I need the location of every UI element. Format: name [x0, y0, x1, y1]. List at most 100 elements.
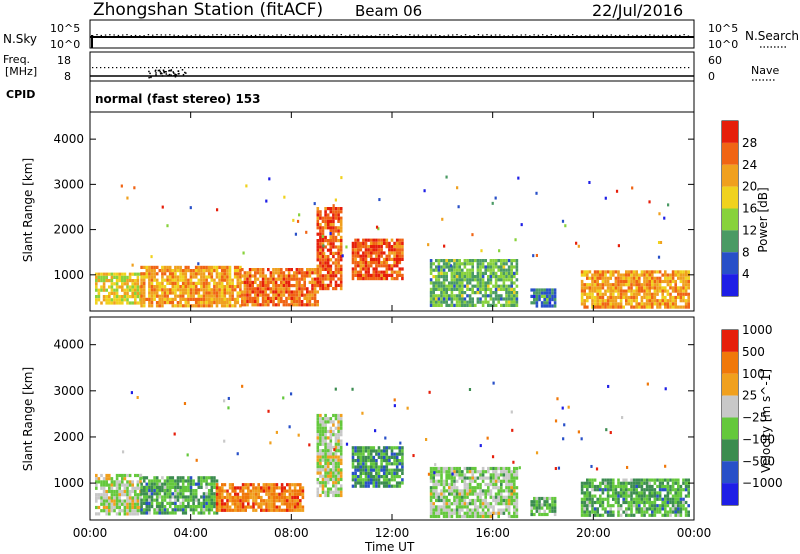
velocity-cell: [128, 509, 132, 513]
velocity-cell: [213, 476, 216, 480]
power-cell: [687, 292, 690, 296]
velocity-cell: [174, 489, 177, 493]
power-cell: [153, 294, 156, 298]
noise-search-dot: [134, 34, 137, 37]
velocity-cell: [326, 461, 330, 466]
power-cell: [458, 268, 461, 272]
velocity-cell: [481, 473, 485, 477]
power-cell: [468, 278, 472, 282]
velocity-cell: [332, 452, 335, 456]
power-cell: [671, 276, 675, 280]
velocity-cell: [487, 492, 490, 496]
velocity-cell: [625, 497, 628, 501]
power-cell: [161, 281, 164, 285]
velocity-cell: [337, 445, 340, 450]
velocity-cell: [638, 478, 641, 482]
velocity-cell: [113, 496, 116, 500]
velocity-cell: [142, 476, 146, 480]
velocity-cell: [337, 477, 340, 482]
velocity-cell: [395, 452, 399, 456]
power-cell: [395, 273, 399, 277]
power-cell: [442, 278, 446, 282]
power-cell: [635, 295, 638, 300]
velocity-cell: [538, 509, 541, 513]
velocity-cell: [202, 511, 206, 515]
power-cell: [326, 261, 330, 265]
velocity-cell: [445, 508, 448, 512]
power-cell: [223, 272, 227, 276]
velocity-cell: [622, 491, 625, 495]
velocity-cell: [316, 413, 320, 418]
power-cell: [351, 261, 355, 265]
power-cell: [593, 273, 597, 277]
power-cell: [110, 275, 114, 279]
power-cell: [484, 300, 487, 304]
nave-dot: [688, 67, 690, 69]
velocity-sparse-cell: [625, 465, 629, 469]
nave-dot: [496, 67, 498, 69]
power-cell: [228, 304, 232, 308]
power-cell: [359, 270, 363, 274]
velocity-cell: [218, 489, 221, 493]
velocity-cell: [481, 492, 485, 496]
velocity-cell: [351, 484, 355, 488]
velocity-cell: [280, 508, 284, 512]
power-cell: [233, 301, 237, 305]
velocity-cell: [126, 480, 129, 484]
velocity-cell: [533, 500, 536, 504]
power-cell: [337, 248, 340, 252]
power-cell: [213, 294, 216, 298]
power-cell: [505, 259, 508, 263]
velocity-cell: [210, 489, 214, 493]
velocity-cell: [375, 484, 378, 488]
velocity-cell: [648, 484, 651, 489]
power-cell: [448, 265, 451, 269]
power-cell: [437, 271, 441, 275]
power-sparse-cell: [322, 244, 325, 248]
power-cell: [254, 280, 257, 284]
velocity-cell: [513, 505, 516, 509]
velocity-cell: [337, 474, 340, 478]
velocity-cell: [200, 505, 203, 509]
nave-dot: [560, 67, 562, 69]
velocity-cell: [145, 501, 149, 505]
velocity-cell: [364, 478, 368, 482]
power-colorbar-tick-label: 8: [742, 245, 750, 259]
velocity-cell: [510, 495, 513, 499]
velocity-cell: [484, 505, 487, 509]
noise-search-dot: [224, 34, 227, 36]
power-cell: [442, 275, 446, 279]
velocity-cell: [241, 492, 245, 496]
velocity-cell: [677, 481, 680, 485]
velocity-cell: [502, 502, 506, 506]
power-cell: [187, 304, 190, 308]
power-cell: [321, 251, 325, 255]
velocity-colorbar-tick-label: −25: [742, 411, 767, 425]
nave-dot: [272, 67, 274, 69]
velocity-cell: [174, 511, 177, 515]
nave-dot: [104, 67, 106, 69]
velocity-cell: [213, 505, 216, 509]
velocity-colorbar-swatch: [722, 461, 738, 484]
power-cell: [492, 300, 495, 304]
power-cell: [432, 281, 435, 285]
velocity-cell: [213, 498, 216, 502]
power-cell: [329, 271, 333, 275]
velocity-cell: [142, 501, 146, 505]
power-cell: [476, 287, 480, 291]
power-cell: [308, 296, 312, 300]
power-cell: [489, 281, 493, 285]
velocity-cell: [479, 473, 482, 477]
velocity-cell: [150, 489, 154, 493]
velocity-cell: [192, 505, 195, 509]
velocity-cell: [329, 487, 333, 491]
velocity-cell: [515, 514, 519, 519]
power-cell: [596, 273, 599, 277]
power-cell: [326, 271, 330, 275]
velocity-cell: [651, 510, 654, 514]
power-cell: [264, 277, 267, 281]
velocity-cell: [437, 492, 441, 496]
velocity-cell: [316, 471, 320, 475]
velocity-cell: [324, 452, 327, 456]
velocity-sparse-cell: [479, 444, 482, 448]
